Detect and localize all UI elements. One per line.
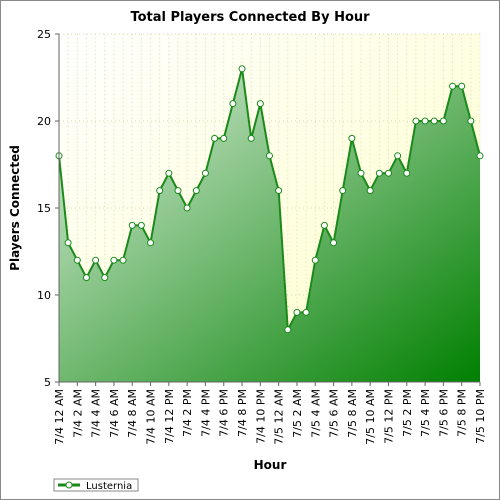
point xyxy=(92,256,100,264)
x-tick-label: 7/5 4 AM xyxy=(309,389,322,438)
point xyxy=(266,152,273,160)
point xyxy=(293,308,301,316)
y-axis-label: Players Connected xyxy=(8,145,22,271)
point xyxy=(128,221,136,229)
point xyxy=(421,117,429,125)
point xyxy=(275,187,283,195)
area xyxy=(59,68,480,383)
point xyxy=(101,274,109,282)
x-tick-label: 7/5 12 PM xyxy=(382,389,395,444)
x-tick-label: 7/4 12 AM xyxy=(53,389,66,445)
x-tick-label: 7/5 10 AM xyxy=(364,389,377,445)
point xyxy=(467,117,475,125)
point xyxy=(73,256,81,264)
point xyxy=(458,82,466,90)
point xyxy=(229,100,237,108)
point xyxy=(256,100,264,108)
point xyxy=(238,65,246,73)
x-tick-label: 7/5 4 PM xyxy=(419,389,432,437)
point xyxy=(394,152,402,160)
x-tick-label: 7/5 10 PM xyxy=(474,389,487,444)
x-tick-label: 7/5 6 PM xyxy=(437,389,450,437)
x-tick-label: 7/4 6 PM xyxy=(218,389,231,437)
point xyxy=(357,169,365,177)
legend-marker xyxy=(65,481,73,489)
x-tick-label: 7/4 4 PM xyxy=(199,389,212,437)
point xyxy=(220,134,228,142)
x-tick-label: 7/5 8 AM xyxy=(346,389,359,438)
x-tick-label: 7/4 8 AM xyxy=(126,389,139,438)
point xyxy=(165,169,173,177)
point xyxy=(439,117,447,125)
point xyxy=(348,134,356,142)
point xyxy=(375,169,383,177)
point xyxy=(211,134,219,142)
y-tick-label: 5 xyxy=(44,376,51,389)
point xyxy=(137,221,145,229)
legend-label: Lusternia xyxy=(86,481,132,492)
point xyxy=(311,256,319,264)
x-tick-label: 7/5 2 AM xyxy=(291,389,304,438)
point xyxy=(174,187,182,195)
legend-box xyxy=(53,478,139,492)
point xyxy=(201,169,209,177)
x-tick-label: 7/4 2 PM xyxy=(181,389,194,437)
point xyxy=(366,187,374,195)
point xyxy=(192,187,200,195)
y-tick-label: 25 xyxy=(37,28,51,41)
point xyxy=(110,256,118,264)
point xyxy=(476,152,484,160)
x-tick-label: 7/4 4 AM xyxy=(90,389,103,438)
point xyxy=(384,169,392,177)
point xyxy=(183,204,191,212)
legend: Lusternia xyxy=(53,478,139,492)
chart-title: Total Players Connected By Hour xyxy=(130,10,370,25)
y-tick-label: 20 xyxy=(37,115,51,128)
point xyxy=(330,239,338,247)
point xyxy=(339,187,347,195)
point xyxy=(156,187,164,195)
x-tick-label: 7/4 10 PM xyxy=(254,389,267,444)
x-axis-label: Hour xyxy=(254,458,287,472)
y-tick-label: 10 xyxy=(37,289,51,302)
x-tick-label: 7/5 12 AM xyxy=(273,389,286,445)
x-tick-label: 7/5 8 PM xyxy=(456,389,469,437)
x-tick-label: 7/5 6 AM xyxy=(328,389,341,438)
point xyxy=(82,274,90,282)
point xyxy=(147,239,155,247)
y-tick-label: 15 xyxy=(37,202,51,215)
point xyxy=(430,117,438,125)
point xyxy=(302,308,310,316)
point xyxy=(403,169,411,177)
x-tick-label: 7/5 2 PM xyxy=(401,389,414,437)
point xyxy=(247,134,255,142)
point xyxy=(284,326,292,334)
x-tick-label: 7/4 12 PM xyxy=(163,389,176,444)
point xyxy=(64,239,72,247)
x-tick-label: 7/4 2 AM xyxy=(71,389,84,438)
point xyxy=(412,117,420,125)
point xyxy=(119,256,127,264)
x-tick-label: 7/4 8 PM xyxy=(236,389,249,437)
x-tick-label: 7/4 6 AM xyxy=(108,389,121,438)
x-tick-label: 7/4 10 AM xyxy=(145,389,158,445)
point xyxy=(449,82,457,90)
point xyxy=(320,221,328,229)
